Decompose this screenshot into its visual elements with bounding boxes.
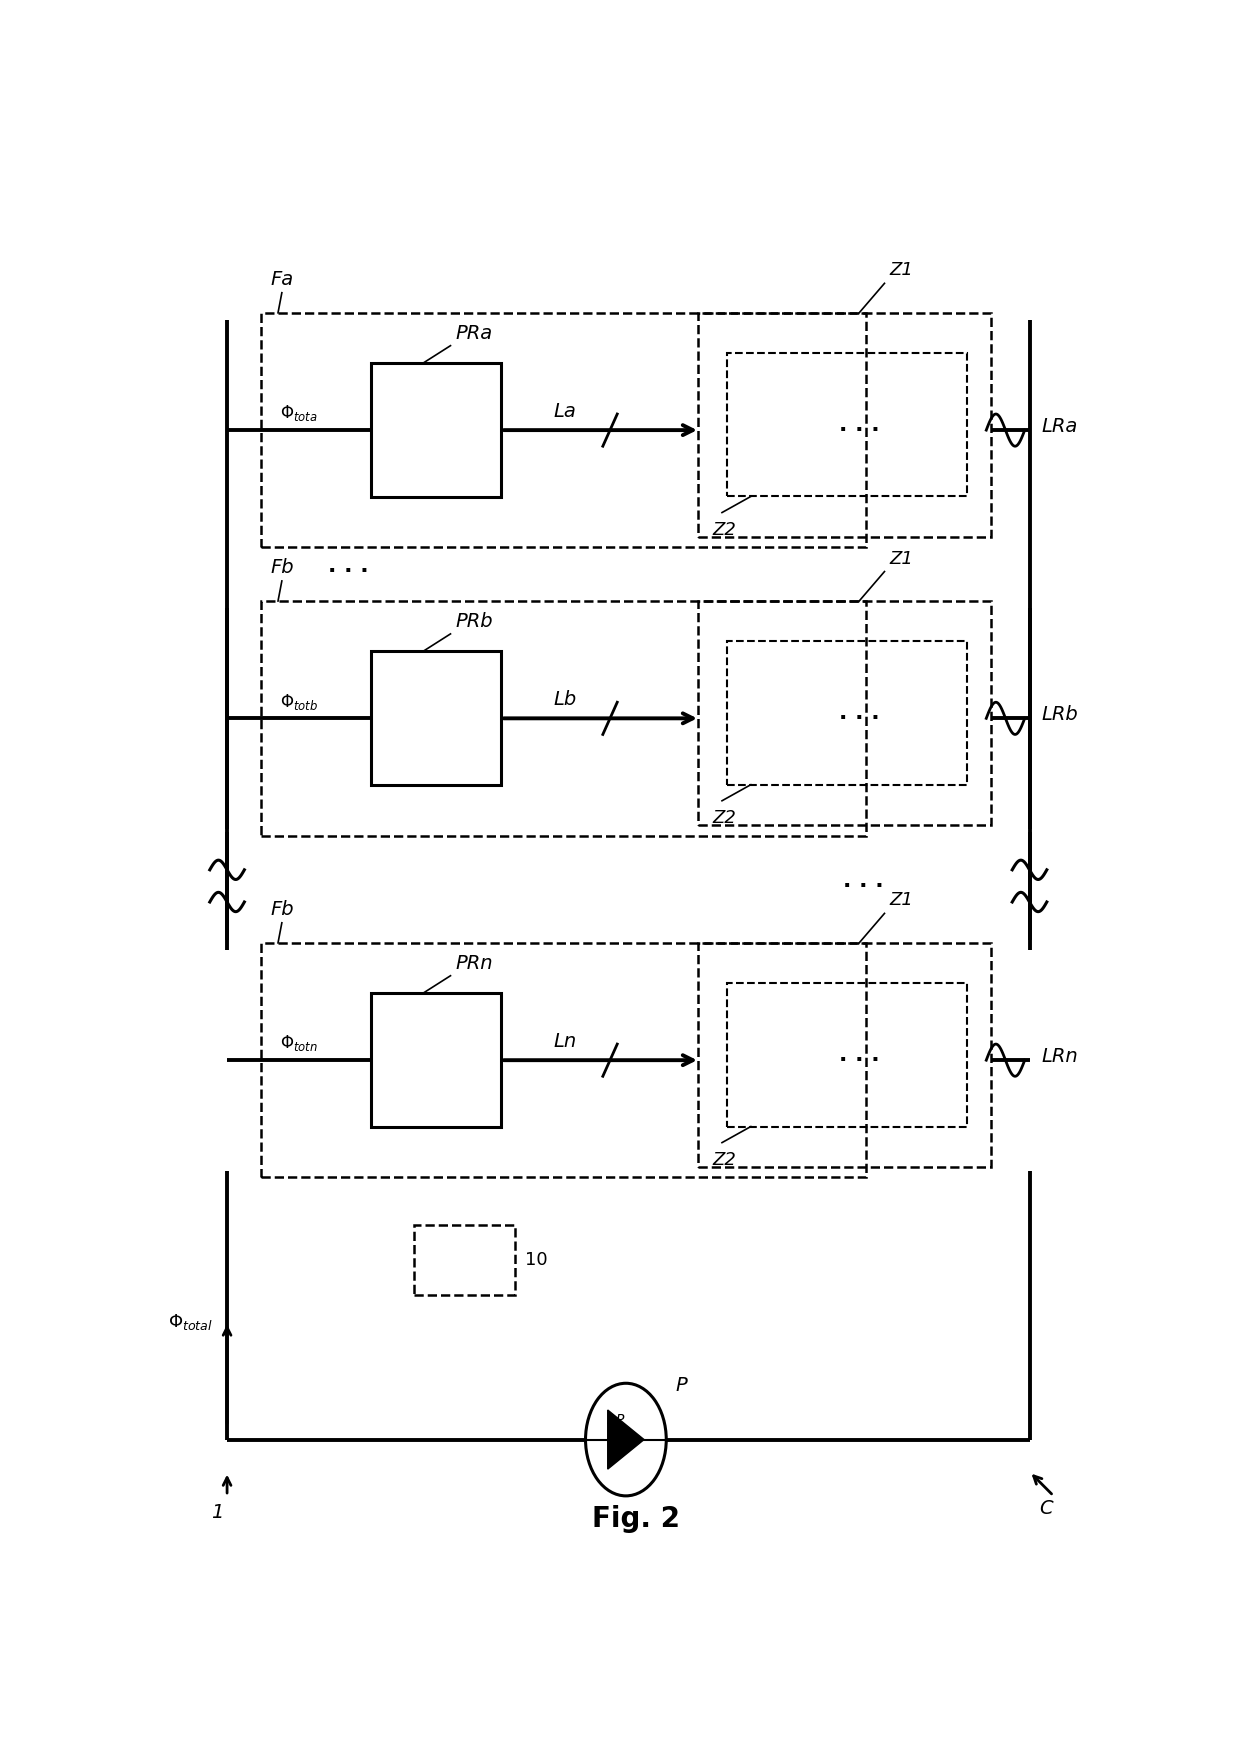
- Bar: [727, 353, 967, 496]
- Text: LRa: LRa: [1042, 416, 1078, 435]
- Bar: [371, 992, 501, 1126]
- Text: 10: 10: [525, 1252, 548, 1269]
- Text: Z2: Z2: [712, 810, 737, 827]
- Text: · · ·: · · ·: [838, 1050, 879, 1071]
- Polygon shape: [608, 1410, 644, 1469]
- Text: PRa: PRa: [455, 324, 492, 343]
- Text: Z2: Z2: [712, 521, 737, 538]
- Text: P: P: [676, 1375, 688, 1395]
- Bar: [260, 601, 866, 836]
- Text: Z2: Z2: [712, 1151, 737, 1168]
- Text: LRn: LRn: [1042, 1046, 1078, 1065]
- Text: · · ·: · · ·: [838, 420, 879, 440]
- Text: $\Phi_{totn}$: $\Phi_{totn}$: [280, 1034, 317, 1053]
- Text: $\Phi_{total}$: $\Phi_{total}$: [167, 1311, 213, 1332]
- Text: Fig. 2: Fig. 2: [591, 1506, 680, 1534]
- Text: Fb: Fb: [270, 900, 294, 919]
- Text: Z1: Z1: [889, 261, 913, 279]
- Text: Fb: Fb: [270, 557, 294, 576]
- Bar: [698, 601, 991, 825]
- Text: 1: 1: [211, 1502, 223, 1522]
- Bar: [260, 944, 866, 1177]
- Text: Z1: Z1: [889, 550, 913, 568]
- Text: PRb: PRb: [455, 613, 494, 632]
- Text: $\Phi_{tota}$: $\Phi_{tota}$: [280, 404, 317, 423]
- Text: LRb: LRb: [1042, 705, 1078, 724]
- Text: $\Delta P$: $\Delta P$: [606, 1414, 626, 1428]
- Text: Lb: Lb: [553, 689, 577, 709]
- Text: C: C: [1039, 1499, 1053, 1518]
- Bar: [260, 313, 866, 547]
- Bar: [727, 641, 967, 785]
- Text: · · ·: · · ·: [838, 709, 879, 728]
- Text: PRn: PRn: [455, 954, 494, 973]
- Bar: [371, 651, 501, 785]
- Bar: [698, 313, 991, 536]
- Bar: [371, 364, 501, 498]
- Text: · · ·: · · ·: [843, 876, 884, 897]
- Text: La: La: [553, 402, 577, 421]
- Bar: [414, 1226, 516, 1295]
- Text: Ln: Ln: [553, 1032, 577, 1052]
- Bar: [698, 944, 991, 1166]
- Text: · · ·: · · ·: [327, 561, 368, 581]
- Text: Fa: Fa: [270, 270, 294, 289]
- Text: $\Phi_{totb}$: $\Phi_{totb}$: [280, 691, 319, 712]
- Text: Z1: Z1: [889, 891, 913, 909]
- Bar: [727, 984, 967, 1126]
